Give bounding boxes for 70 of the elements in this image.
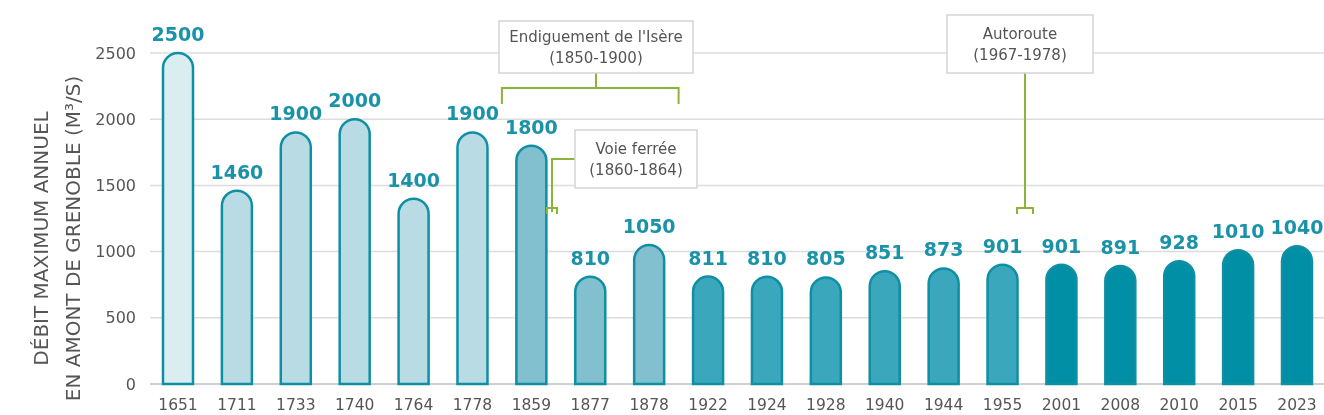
bar [574, 275, 607, 386]
y-tick-label: 2000 [95, 109, 136, 129]
data-label: 810 [747, 246, 787, 269]
bar [515, 144, 548, 386]
data-label: 1010 [1211, 220, 1265, 243]
y-tick-label: 1000 [95, 242, 136, 262]
x-tick-label: 2010 [1159, 396, 1199, 414]
data-label: 811 [688, 246, 728, 269]
x-tick-label: 1944 [923, 396, 964, 414]
bar [456, 131, 489, 386]
x-tick-label: 1955 [982, 396, 1023, 414]
data-label: 891 [1100, 236, 1141, 259]
x-tick-label: 1711 [217, 396, 257, 414]
x-tick-label: 1778 [452, 396, 493, 414]
data-label: 2000 [328, 89, 382, 112]
bar [397, 197, 430, 386]
data-label: 928 [1159, 231, 1200, 254]
bar [809, 276, 843, 386]
annotation: Voie ferrée (1860-1864) [589, 140, 683, 180]
bar [1045, 263, 1078, 386]
bar [1162, 259, 1196, 386]
data-label: 851 [864, 241, 905, 264]
x-tick-label: 1733 [276, 396, 316, 414]
y-tick-label: 1500 [95, 176, 136, 195]
x-tick-label: 1924 [747, 396, 787, 414]
bar [691, 275, 725, 386]
data-label: 1050 [622, 214, 676, 237]
data-label: 901 [982, 234, 1023, 257]
bar [868, 270, 901, 386]
data-label: 1040 [1270, 216, 1324, 239]
data-label: 901 [1041, 234, 1082, 257]
y-axis-title: DÉBIT MAXIMUM ANNUEL EN AMONT DE GRENOBLE (M³/S) [29, 75, 85, 402]
x-tick-label: 2015 [1218, 396, 1258, 414]
bar [220, 189, 254, 386]
data-label: 810 [570, 246, 611, 269]
annotation: Endiguement de l'Isère (1850-1900) [509, 28, 683, 68]
bar [986, 263, 1019, 386]
bar [1221, 249, 1255, 386]
x-tick-label: 1764 [393, 396, 434, 414]
bar [338, 117, 371, 386]
x-tick-label: 1651 [158, 396, 198, 414]
bar [750, 275, 784, 386]
bar [1104, 264, 1137, 386]
x-tick-label: 1877 [570, 396, 610, 414]
data-label: 873 [923, 238, 964, 261]
data-label: 1800 [504, 115, 558, 138]
data-label: 805 [806, 247, 846, 270]
data-label: 1900 [269, 102, 323, 125]
data-label: 1460 [210, 160, 264, 183]
bar [1280, 245, 1314, 386]
bar [161, 51, 195, 386]
data-label: 1400 [387, 168, 441, 191]
y-tick-label: 500 [105, 308, 136, 328]
data-label: 1900 [446, 102, 499, 125]
x-tick-label: 2023 [1277, 396, 1317, 414]
x-tick-label: 1928 [806, 396, 846, 414]
bar [279, 131, 313, 386]
x-tick-label: 1878 [629, 396, 669, 414]
annotation: Autoroute (1967-1978) [973, 25, 1067, 65]
y-tick-label: 2500 [95, 43, 136, 63]
x-tick-label: 1940 [865, 396, 905, 414]
data-label: 2500 [151, 23, 205, 45]
x-tick-label: 1922 [688, 396, 728, 414]
x-tick-label: 2008 [1100, 396, 1141, 414]
y-tick-label: 0 [125, 374, 136, 394]
x-tick-label: 1740 [334, 396, 375, 414]
bar [927, 267, 960, 386]
x-tick-label: 2001 [1041, 396, 1082, 414]
bar [632, 243, 666, 386]
x-tick-label: 1859 [511, 396, 552, 414]
